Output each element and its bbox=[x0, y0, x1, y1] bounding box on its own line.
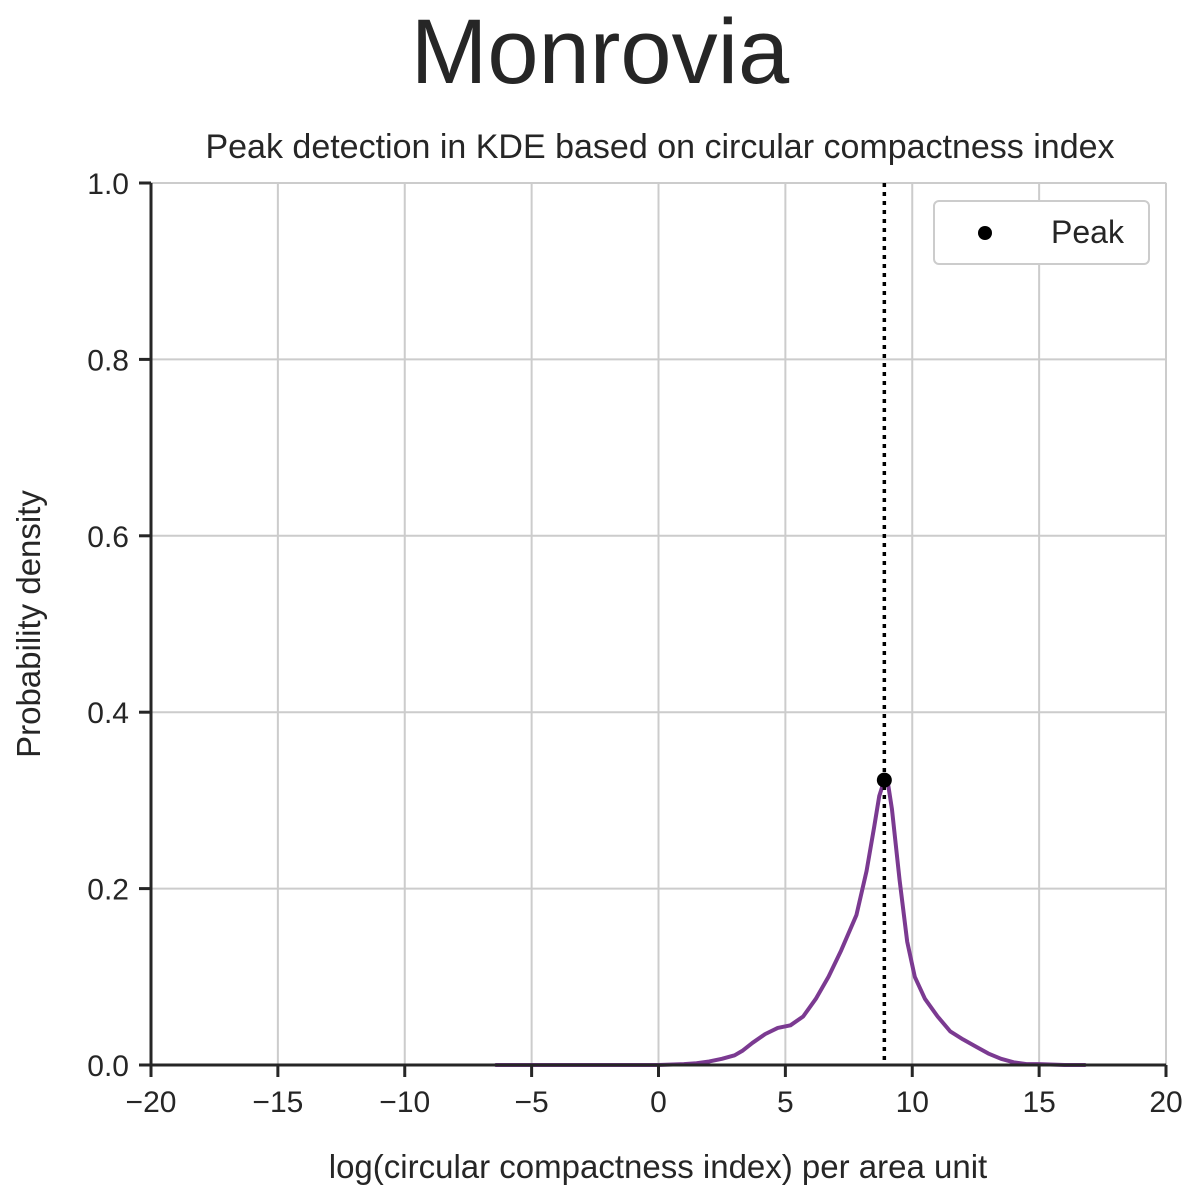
x-tick-label: 10 bbox=[896, 1086, 929, 1119]
plot-area: −20 −15 −10 −5 0 5 10 15 20 0.0 0.2 0.4 0.6 0.8 1.0 bbox=[87, 168, 1182, 1119]
legend-label-peak: Peak bbox=[1051, 214, 1125, 250]
peak-marker bbox=[876, 772, 892, 788]
x-tick-label: −5 bbox=[515, 1086, 549, 1119]
x-tick-label: 5 bbox=[777, 1086, 794, 1119]
y-axis-label: Probability density bbox=[10, 490, 47, 758]
x-tick-label: 20 bbox=[1149, 1086, 1182, 1119]
y-tick-label: 0.2 bbox=[87, 874, 129, 907]
x-axis-label: log(circular compactness index) per area… bbox=[329, 1148, 987, 1185]
y-tick-label: 0.6 bbox=[87, 521, 129, 554]
legend: Peak bbox=[933, 200, 1150, 265]
x-ticks: −20 −15 −10 −5 0 5 10 15 20 bbox=[126, 1065, 1183, 1119]
figure-suptitle: Monrovia bbox=[411, 1, 790, 103]
series-layer bbox=[494, 183, 1087, 1067]
x-tick-label: −20 bbox=[126, 1086, 177, 1119]
x-tick-label: 15 bbox=[1022, 1086, 1055, 1119]
y-tick-label: 1.0 bbox=[87, 168, 129, 201]
legend-marker-peak bbox=[978, 226, 992, 240]
y-tick-label: 0.8 bbox=[87, 344, 129, 377]
y-tick-label: 0.0 bbox=[87, 1050, 129, 1083]
chart-title: Peak detection in KDE based on circular … bbox=[205, 128, 1114, 166]
y-tick-label: 0.4 bbox=[87, 697, 129, 730]
x-tick-label: 0 bbox=[650, 1086, 667, 1119]
x-tick-label: −10 bbox=[379, 1086, 430, 1119]
x-tick-label: −15 bbox=[252, 1086, 303, 1119]
y-ticks: 0.0 0.2 0.4 0.6 0.8 1.0 bbox=[87, 168, 151, 1083]
kde-curve bbox=[494, 778, 1087, 1067]
legend-box bbox=[933, 200, 1150, 265]
